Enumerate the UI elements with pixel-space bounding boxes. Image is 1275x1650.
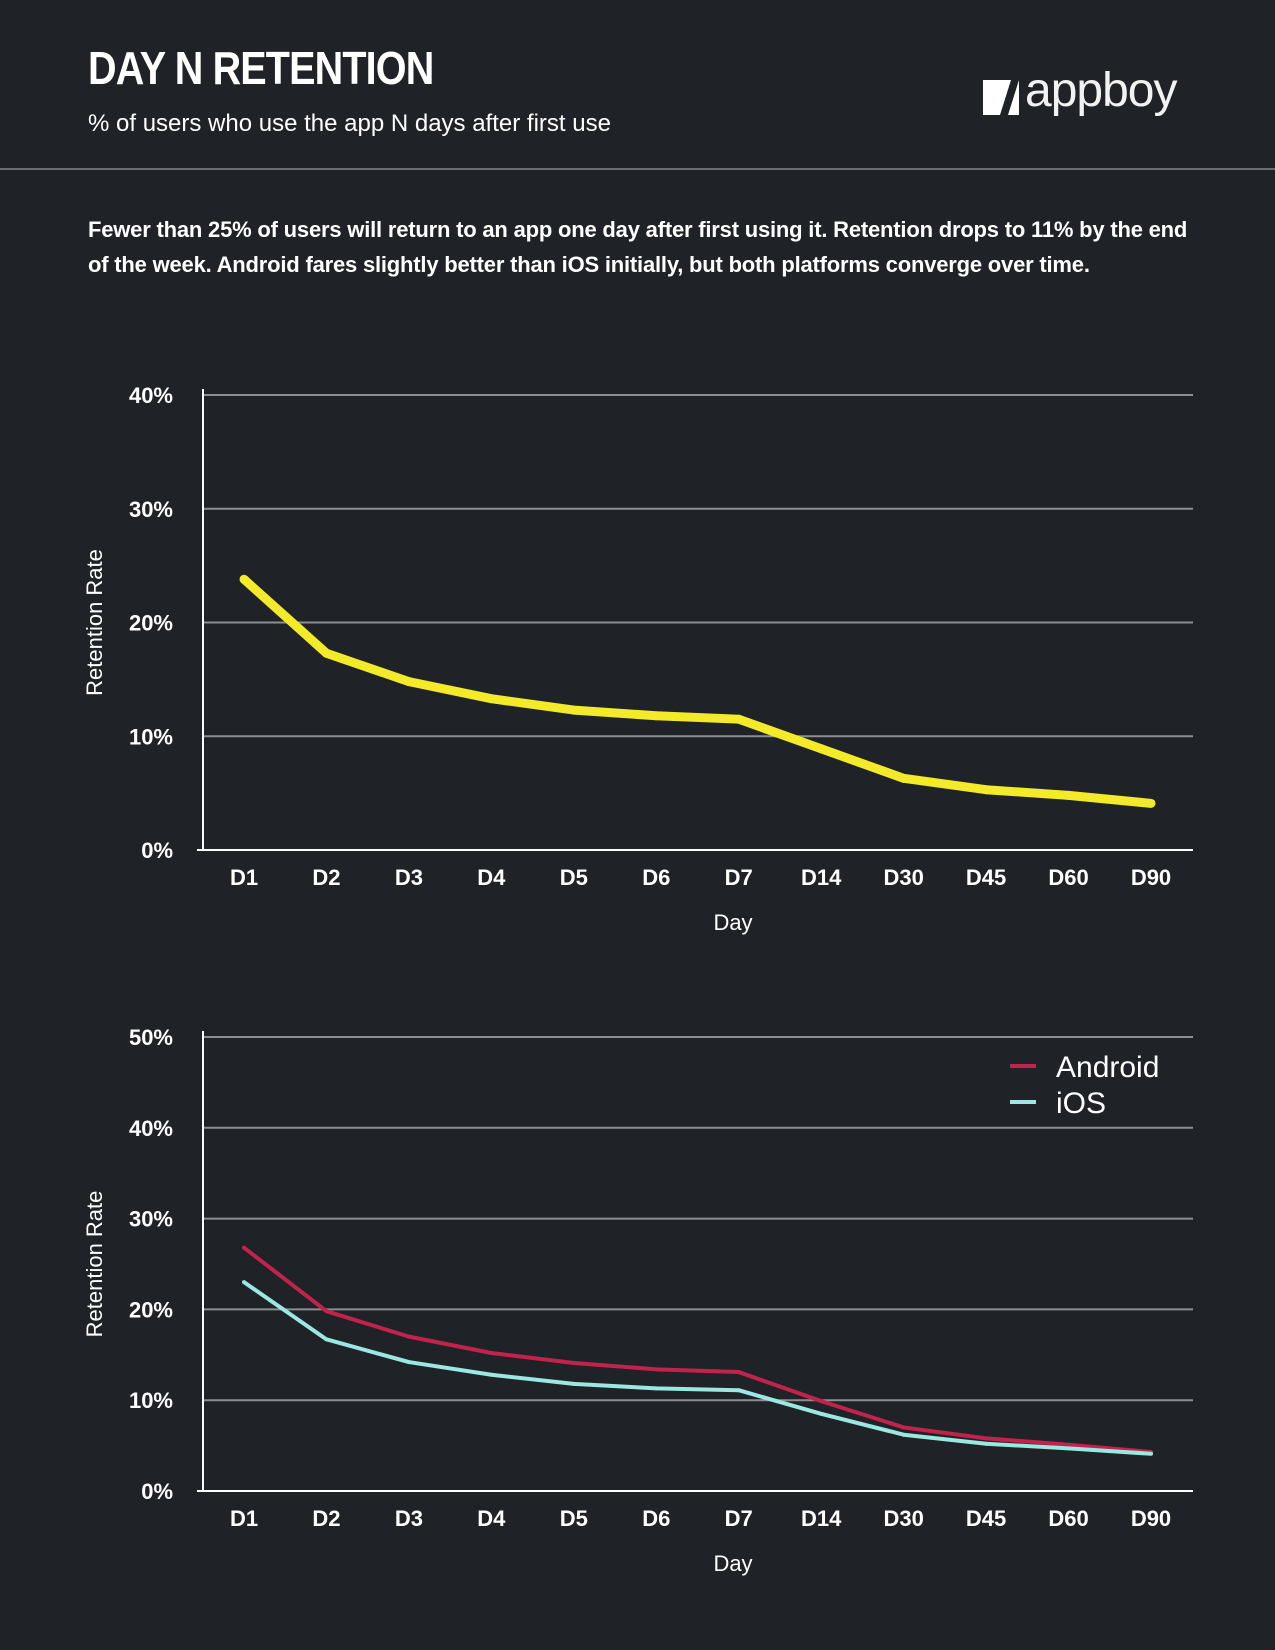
data-point (406, 1334, 411, 1339)
x-tick-label: D4 (477, 1506, 506, 1531)
x-tick-label: D2 (312, 1506, 340, 1531)
y-tick-label: 40% (129, 1116, 173, 1141)
data-point (242, 1280, 246, 1285)
x-tick-label: D1 (230, 865, 258, 890)
data-point (489, 1372, 494, 1377)
legend-label: iOS (1056, 1087, 1106, 1120)
x-tick-label: D30 (883, 1506, 923, 1531)
x-tick-label: D7 (725, 865, 753, 890)
x-tick-label: D4 (477, 865, 506, 890)
x-tick-label: D5 (560, 1506, 588, 1531)
data-point (406, 1360, 411, 1365)
data-point (984, 1441, 989, 1446)
data-point (571, 1360, 576, 1365)
appboy-logo: appboy (983, 64, 1193, 128)
y-axis-title: Retention Rate (82, 549, 107, 696)
data-point (1149, 1451, 1153, 1456)
x-tick-label: D14 (801, 1506, 842, 1531)
x-tick-label: D60 (1048, 1506, 1088, 1531)
data-point (901, 1432, 906, 1437)
data-point (239, 574, 249, 584)
y-axis-title: Retention Rate (82, 1191, 107, 1338)
x-axis-title: Day (713, 910, 752, 935)
data-point (981, 785, 991, 795)
x-tick-label: D90 (1131, 1506, 1171, 1531)
x-tick-label: D30 (883, 865, 923, 890)
data-point (736, 1370, 741, 1375)
x-axis-title: Day (713, 1551, 752, 1576)
data-point (734, 714, 744, 724)
data-point (654, 1367, 659, 1372)
data-point (1064, 790, 1074, 800)
series-line-ios (242, 1280, 1152, 1456)
y-tick-label: 30% (129, 497, 173, 522)
platform-retention-chart: 0% 10% 20% 30% 40% 50% D1 D2 D3 D4 D5 D6 D7 D14 D30 D45… (82, 1025, 1193, 1576)
legend-label: Android (1056, 1051, 1159, 1084)
y-tick-label: 40% (129, 383, 173, 408)
y-tick-label: 20% (129, 1297, 173, 1322)
data-point (404, 677, 414, 687)
y-tick-label: 50% (129, 1025, 173, 1050)
summary-text: Fewer than 25% of users will return to a… (88, 217, 1188, 277)
data-point (321, 648, 331, 658)
series-line-android (242, 1246, 1152, 1454)
data-point (819, 1399, 824, 1404)
data-point (242, 1245, 246, 1250)
logo-mark-icon (983, 80, 1019, 115)
x-tick-label: D14 (801, 865, 842, 890)
x-tick-label: D45 (966, 1506, 1006, 1531)
y-tick-label: 0% (141, 1479, 173, 1504)
data-point (569, 705, 579, 715)
x-tick-label: D60 (1048, 865, 1088, 890)
data-point (571, 1381, 576, 1386)
x-tick-label: D3 (395, 865, 423, 890)
x-tick-label: D90 (1131, 865, 1171, 890)
series-line-retention (240, 575, 1152, 808)
data-point (899, 773, 909, 783)
y-tick-label: 10% (129, 1388, 173, 1413)
x-tick-label: D1 (230, 1506, 258, 1531)
header: DAY N RETENTION % of users who use the a… (0, 0, 1275, 170)
y-tick-label: 20% (129, 611, 173, 636)
data-point (489, 1350, 494, 1355)
y-tick-label: 0% (141, 838, 173, 863)
x-tick-label: D5 (560, 865, 588, 890)
page-subtitle: % of users who use the app N days after … (88, 110, 611, 137)
data-point (901, 1425, 906, 1430)
logo-text: appboy (1025, 64, 1177, 117)
data-point (819, 1411, 824, 1416)
data-point (1066, 1446, 1071, 1451)
data-point (1146, 798, 1156, 808)
x-tick-label: D6 (642, 1506, 670, 1531)
page-title: DAY N RETENTION (88, 42, 434, 94)
data-point (324, 1337, 329, 1342)
data-point (1066, 1442, 1071, 1447)
x-tick-label: D2 (312, 865, 340, 890)
data-point (984, 1436, 989, 1441)
x-tick-label: D3 (395, 1506, 423, 1531)
overall-retention-chart: 0% 10% 20% 30% 40% D1 D2 D3 D4 D5 D6 D7 D14 D30 D45 D60… (82, 383, 1193, 935)
data-point (654, 1386, 659, 1391)
data-point (324, 1309, 329, 1314)
x-tick-label: D7 (725, 1506, 753, 1531)
data-point (486, 694, 496, 704)
y-tick-label: 10% (129, 724, 173, 749)
x-tick-label: D6 (642, 865, 670, 890)
data-point (816, 744, 826, 754)
data-point (736, 1388, 741, 1393)
y-tick-label: 30% (129, 1207, 173, 1232)
x-tick-label: D45 (966, 865, 1006, 890)
data-point (651, 711, 661, 721)
